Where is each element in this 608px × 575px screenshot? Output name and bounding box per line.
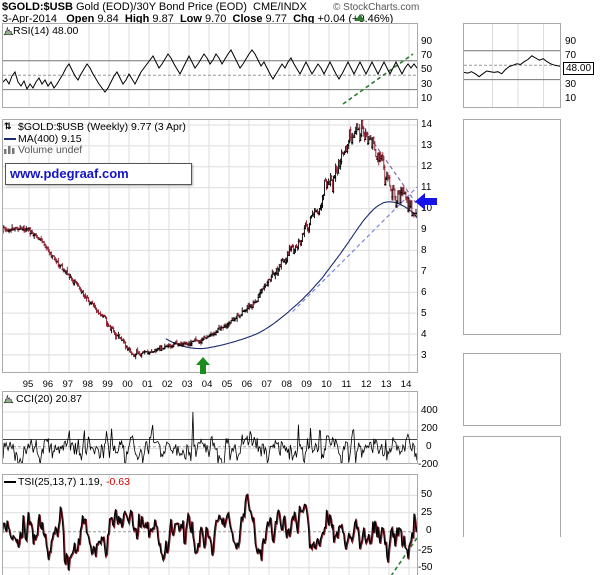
svg-text:13: 13 [381, 379, 392, 390]
svg-text:05: 05 [222, 379, 233, 390]
svg-text:98: 98 [82, 379, 93, 390]
svg-text:03: 03 [182, 379, 193, 390]
svg-text:09: 09 [301, 379, 312, 390]
svg-text:97: 97 [63, 379, 74, 390]
svg-text:95: 95 [23, 379, 34, 390]
svg-text:07: 07 [262, 379, 273, 390]
svg-text:99: 99 [102, 379, 113, 390]
svg-text:14: 14 [401, 379, 412, 390]
svg-text:08: 08 [281, 379, 292, 390]
svg-text:04: 04 [202, 379, 213, 390]
svg-text:12: 12 [361, 379, 372, 390]
svg-text:00: 00 [122, 379, 133, 390]
svg-text:02: 02 [162, 379, 173, 390]
svg-text:11: 11 [341, 379, 351, 390]
svg-text:96: 96 [43, 379, 54, 390]
svg-text:06: 06 [242, 379, 253, 390]
svg-text:10: 10 [321, 379, 332, 390]
svg-text:01: 01 [142, 379, 153, 390]
